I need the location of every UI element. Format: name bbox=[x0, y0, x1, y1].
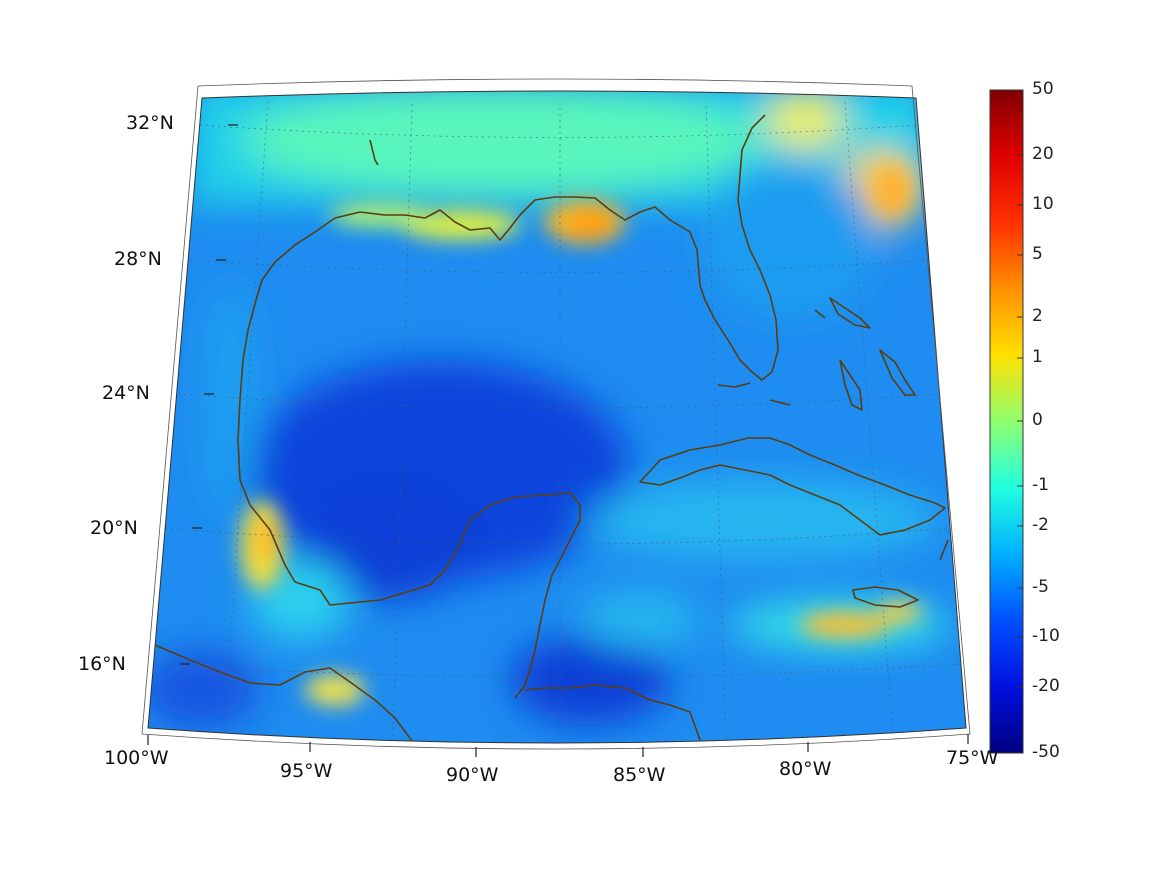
graticule bbox=[154, 99, 961, 743]
colorbar-tick-label: -50 bbox=[1032, 742, 1060, 762]
coastline bbox=[154, 114, 949, 743]
lon-label-90w: 90°W bbox=[446, 764, 499, 786]
lon-label-80w: 80°W bbox=[779, 758, 832, 780]
colorbar-tick-label: 2 bbox=[1032, 306, 1043, 326]
lon-label-75w: 75°W bbox=[946, 747, 999, 769]
colorbar-tick-label: -2 bbox=[1032, 515, 1049, 535]
lat-label-20n: 20°N bbox=[90, 517, 138, 539]
colorbar-tick-label: -1 bbox=[1032, 475, 1049, 495]
colorbar-tick-label: 5 bbox=[1032, 244, 1043, 264]
map-outer-frame bbox=[141, 78, 971, 750]
lat-label-16n: 16°N bbox=[78, 653, 126, 675]
lat-label-24n: 24°N bbox=[102, 382, 150, 404]
axis-ticks bbox=[147, 124, 969, 757]
lon-label-85w: 85°W bbox=[613, 764, 666, 786]
colorbar-tick-label: 10 bbox=[1032, 194, 1054, 214]
colorbar-tick-label: 20 bbox=[1032, 144, 1054, 164]
lat-label-32n: 32°N bbox=[126, 112, 174, 134]
data-field bbox=[148, 91, 966, 743]
colorbar-tick-label: 50 bbox=[1032, 79, 1054, 99]
colorbar-tick-label: -20 bbox=[1032, 676, 1060, 696]
colorbar-tick-label: -5 bbox=[1032, 577, 1049, 597]
lat-label-28n: 28°N bbox=[114, 248, 162, 270]
colorbar-ticks bbox=[1017, 154, 1023, 688]
lon-label-100w: 100°W bbox=[104, 747, 169, 769]
colorbar-tick-label: 1 bbox=[1032, 347, 1043, 367]
map-frame bbox=[147, 90, 967, 744]
colorbar-tick-label: -10 bbox=[1032, 626, 1060, 646]
colorbar-tick-label: 0 bbox=[1032, 410, 1043, 430]
lon-label-95w: 95°W bbox=[280, 760, 333, 782]
